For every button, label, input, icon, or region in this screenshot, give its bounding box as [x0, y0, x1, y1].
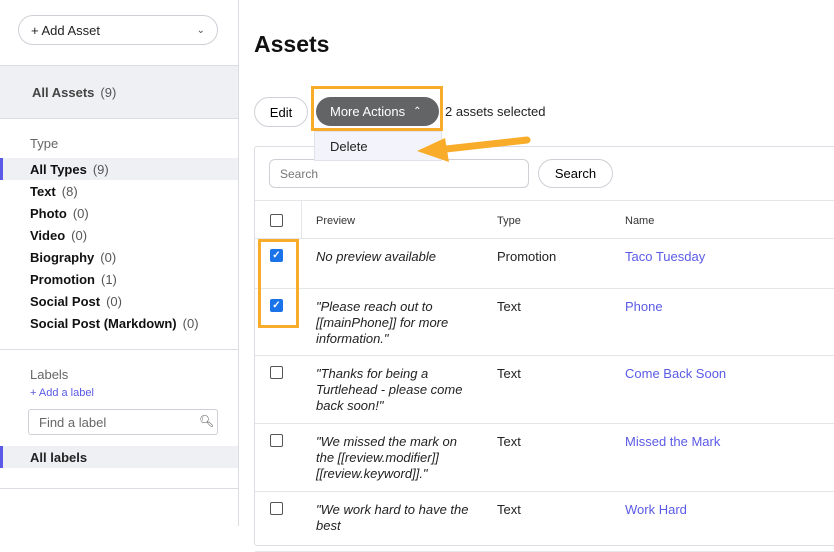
all-assets-count: (9): [100, 84, 117, 100]
column-header-preview: Preview: [316, 215, 356, 227]
table-row[interactable]: "We work hard to have the best Text Work…: [255, 492, 834, 552]
type-item[interactable]: Biography (0): [0, 246, 238, 268]
type-cell: Text: [497, 434, 521, 449]
type-item[interactable]: Video (0): [0, 224, 238, 246]
page-title: Assets: [254, 31, 330, 57]
type-count: (0): [72, 205, 89, 221]
type-item[interactable]: Text (8): [0, 180, 238, 202]
more-actions-label: More Actions: [330, 104, 406, 119]
preview-cell: "We work hard to have the best: [316, 502, 469, 533]
row-checkbox[interactable]: [270, 434, 283, 447]
type-item[interactable]: Promotion (1): [0, 268, 238, 290]
table-row[interactable]: "We missed the mark on the [[review.modi…: [255, 424, 834, 492]
chevron-up-icon: ⌃: [413, 106, 422, 117]
more-actions-button[interactable]: More Actions ⌃: [316, 97, 439, 126]
find-label-input[interactable]: [28, 409, 218, 435]
all-labels-item[interactable]: All labels: [0, 446, 238, 468]
type-count: (8): [61, 183, 78, 199]
select-all-checkbox[interactable]: [270, 214, 283, 227]
row-checkbox[interactable]: ✓: [270, 299, 283, 312]
type-label: Promotion: [30, 271, 95, 287]
search-icon[interactable]: 🔍︎: [199, 414, 215, 428]
sidebar: + Add Asset ⌄ All Assets (9) Type All Type…: [0, 0, 239, 526]
add-asset-label: + Add Asset: [31, 22, 101, 38]
edit-button[interactable]: Edit: [254, 97, 308, 127]
type-item[interactable]: Photo (0): [0, 202, 238, 224]
type-label: Video: [30, 227, 66, 243]
name-link[interactable]: Come Back Soon: [625, 366, 727, 381]
type-section-title: Type: [30, 136, 59, 151]
add-label-link[interactable]: + Add a label: [30, 387, 94, 399]
divider: [301, 201, 302, 238]
type-cell: Text: [497, 502, 521, 517]
preview-cell: No preview available: [316, 249, 436, 264]
search-button[interactable]: Search: [538, 159, 613, 188]
type-count: (1): [101, 271, 117, 287]
table-header: Preview Type Name: [255, 200, 834, 239]
add-asset-button[interactable]: + Add Asset ⌄: [18, 15, 218, 45]
type-count: (0): [106, 293, 122, 309]
type-cell: Text: [497, 366, 521, 381]
labels-section-title: Labels: [30, 367, 69, 382]
type-label: Social Post (Markdown): [30, 315, 177, 331]
search-input[interactable]: [269, 159, 529, 188]
type-label: Biography: [30, 249, 95, 265]
selection-count: 2 assets selected: [445, 104, 546, 119]
type-count: (0): [71, 227, 88, 243]
dropdown-item-delete[interactable]: Delete: [314, 131, 442, 161]
row-checkbox[interactable]: [270, 502, 283, 515]
row-checkbox[interactable]: ✓: [270, 249, 283, 262]
type-count: (0): [182, 315, 199, 331]
row-checkbox[interactable]: [270, 366, 283, 379]
type-list: All Types (9) Text (8) Photo (0) Video (0) Biogr…: [0, 158, 238, 334]
type-cell: Text: [497, 299, 521, 314]
type-item[interactable]: Social Post (0): [0, 290, 238, 312]
column-header-type: Type: [497, 215, 521, 227]
table-row[interactable]: "Thanks for being a Turtlehead - please …: [255, 356, 834, 424]
column-header-name: Name: [625, 215, 655, 227]
name-link[interactable]: Phone: [625, 299, 663, 314]
type-label: All Types: [30, 161, 87, 177]
type-count: (9): [92, 161, 109, 177]
preview-cell: "We missed the mark on the [[review.modi…: [316, 434, 457, 481]
divider: [0, 488, 238, 489]
all-assets-item[interactable]: All Assets (9): [0, 65, 238, 119]
arrow-annotation: [417, 136, 531, 162]
type-item[interactable]: All Types (9): [0, 158, 238, 180]
preview-cell: "Thanks for being a Turtlehead - please …: [316, 366, 463, 413]
type-cell: Promotion: [497, 249, 557, 264]
table-row[interactable]: ✓ No preview available Promotion Taco Tu…: [255, 239, 834, 289]
name-link[interactable]: Taco Tuesday: [625, 249, 706, 264]
highlight-box: [311, 86, 443, 131]
type-item[interactable]: Social Post (Markdown) (0): [0, 312, 238, 334]
name-link[interactable]: Work Hard: [625, 502, 687, 517]
type-label: Photo: [30, 205, 67, 221]
preview-cell: "Please reach out to [[mainPhone]] for m…: [316, 299, 449, 346]
type-label: Social Post: [30, 293, 101, 309]
all-assets-label: All Assets: [32, 84, 95, 100]
name-link[interactable]: Missed the Mark: [625, 434, 721, 449]
highlight-box: [258, 239, 299, 328]
type-count: (0): [100, 249, 117, 265]
divider: [0, 349, 238, 350]
chevron-down-icon: ⌄: [196, 24, 205, 36]
type-label: Text: [30, 183, 56, 199]
table-row[interactable]: ✓ "Please reach out to [[mainPhone]] for…: [255, 289, 834, 356]
